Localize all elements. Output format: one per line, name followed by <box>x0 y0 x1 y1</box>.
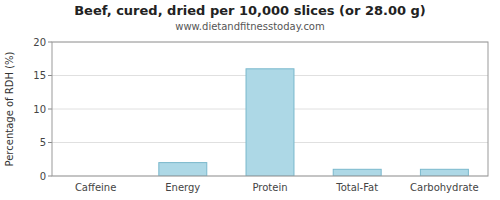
y-tick <box>48 176 52 177</box>
y-tick <box>48 42 52 43</box>
y-tick-label: 10 <box>33 104 46 115</box>
bar <box>420 169 468 176</box>
y-axis-label: Percentage of RDH (%) <box>4 51 15 166</box>
y-tick-label: 20 <box>33 37 46 48</box>
bar <box>246 69 294 176</box>
x-tick-label: Total-Fat <box>335 182 378 193</box>
bars <box>159 69 469 176</box>
y-tick-label: 0 <box>40 171 46 182</box>
x-tick-label: Protein <box>252 182 287 193</box>
y-tick <box>48 109 52 110</box>
bar <box>159 163 207 176</box>
x-tick-label: Carbohydrate <box>410 182 479 193</box>
plot-frame <box>52 42 488 176</box>
grid <box>52 42 488 176</box>
chart-svg: Beef, cured, dried per 10,000 slices (or… <box>0 0 500 200</box>
y-tick <box>48 75 52 76</box>
y-tick-label: 5 <box>40 137 46 148</box>
subtitle: www.dietandfitnesstoday.com <box>175 21 324 32</box>
y-tick-label: 15 <box>33 70 46 81</box>
title: Beef, cured, dried per 10,000 slices (or… <box>74 3 426 18</box>
x-tick-label: Caffeine <box>75 182 116 193</box>
chart-container: Beef, cured, dried per 10,000 slices (or… <box>0 0 500 200</box>
y-tick <box>48 142 52 143</box>
x-tick-label: Energy <box>165 182 200 193</box>
bar <box>333 169 381 176</box>
